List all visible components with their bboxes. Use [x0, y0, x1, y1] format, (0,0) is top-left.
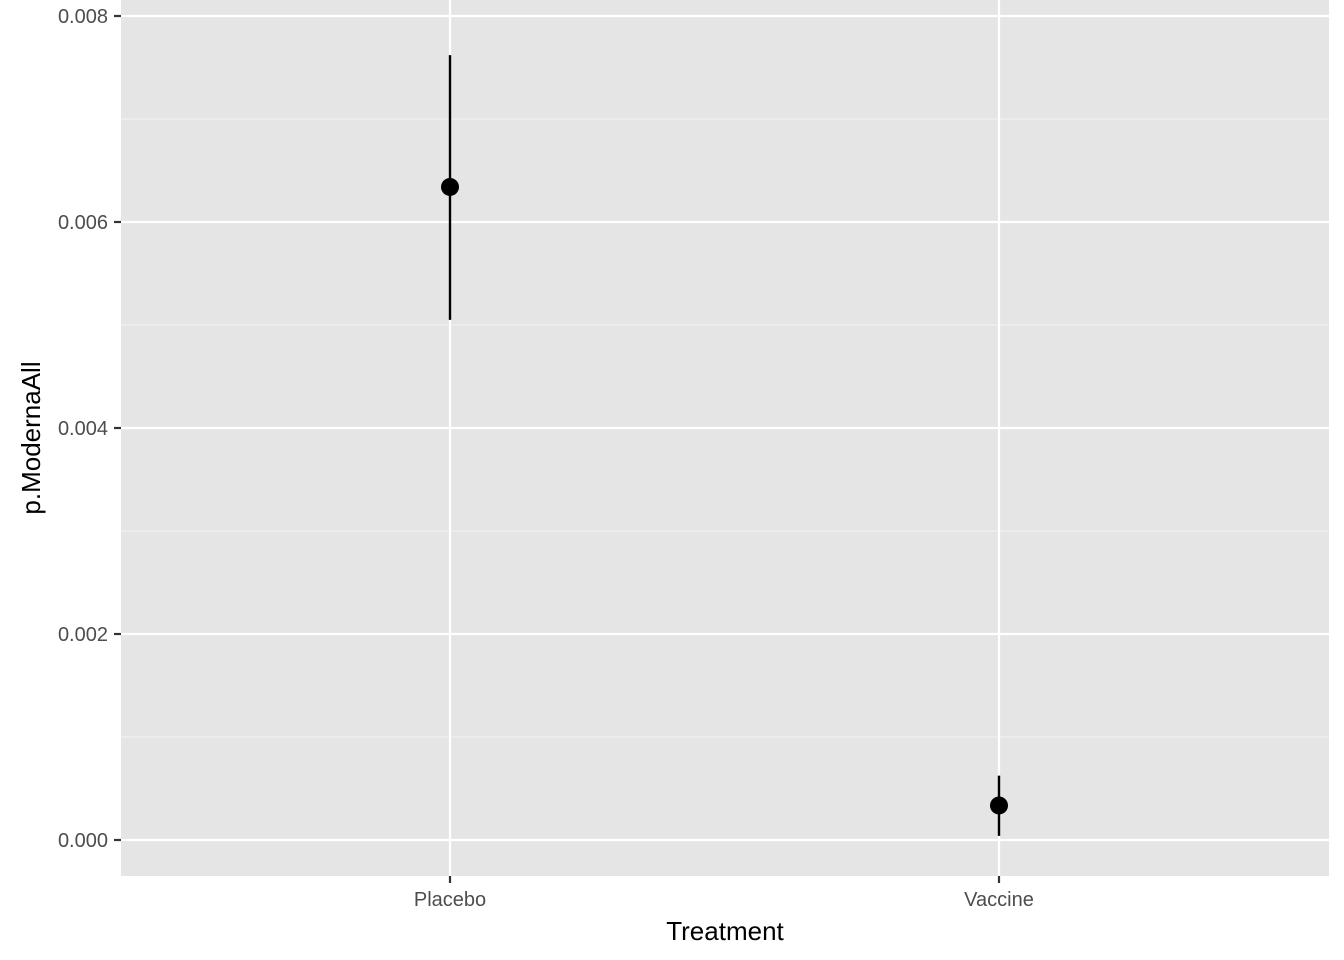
data-marks [441, 55, 1008, 836]
major-gridlines [121, 0, 1329, 876]
point-vaccine [990, 796, 1008, 815]
x-axis-title: Treatment [666, 916, 784, 946]
x-tick-label: Vaccine [964, 889, 1034, 911]
y-axis-title: p.ModernaAll [16, 361, 46, 514]
axes: 0.000 0.002 0.004 0.006 0.008 Placebo Vaccine [58, 6, 1034, 911]
plot-panel [121, 0, 1329, 876]
y-tick-label: 0.006 [58, 212, 108, 234]
y-tick-label: 0.004 [58, 418, 108, 440]
x-tick-label: Placebo [414, 889, 486, 911]
y-tick-label: 0.002 [58, 624, 108, 646]
y-tick-label: 0.000 [58, 830, 108, 852]
minor-gridlines [121, 118, 1329, 738]
y-tick-label: 0.008 [58, 6, 108, 28]
point-placebo [441, 177, 459, 196]
